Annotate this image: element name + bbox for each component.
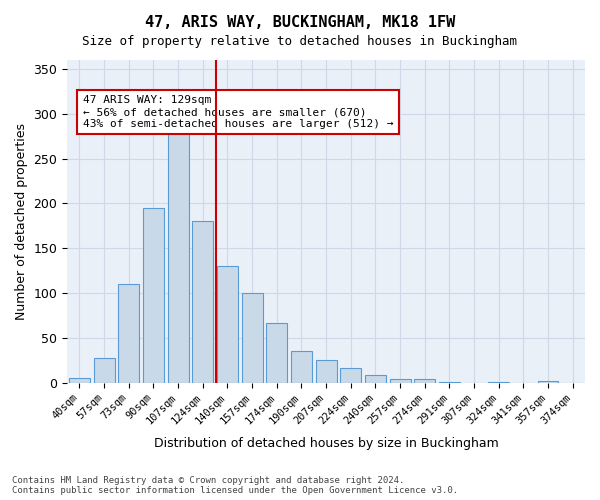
Bar xyxy=(94,358,115,382)
Text: Size of property relative to detached houses in Buckingham: Size of property relative to detached ho… xyxy=(83,35,517,48)
Bar xyxy=(192,222,213,382)
Bar xyxy=(143,208,164,382)
Bar xyxy=(167,122,188,382)
Bar xyxy=(389,379,410,382)
Text: 47, ARIS WAY, BUCKINGHAM, MK18 1FW: 47, ARIS WAY, BUCKINGHAM, MK18 1FW xyxy=(145,15,455,30)
Bar xyxy=(242,293,263,382)
Bar xyxy=(414,379,435,382)
Bar xyxy=(266,322,287,382)
Bar xyxy=(538,381,559,382)
Y-axis label: Number of detached properties: Number of detached properties xyxy=(15,123,28,320)
X-axis label: Distribution of detached houses by size in Buckingham: Distribution of detached houses by size … xyxy=(154,437,499,450)
Bar xyxy=(217,266,238,382)
Bar xyxy=(340,368,361,382)
Bar xyxy=(118,284,139,382)
Text: Contains HM Land Registry data © Crown copyright and database right 2024.
Contai: Contains HM Land Registry data © Crown c… xyxy=(12,476,458,495)
Bar xyxy=(316,360,337,382)
Text: 47 ARIS WAY: 129sqm
← 56% of detached houses are smaller (670)
43% of semi-detac: 47 ARIS WAY: 129sqm ← 56% of detached ho… xyxy=(83,96,393,128)
Bar xyxy=(291,351,312,382)
Bar xyxy=(69,378,90,382)
Bar xyxy=(365,376,386,382)
